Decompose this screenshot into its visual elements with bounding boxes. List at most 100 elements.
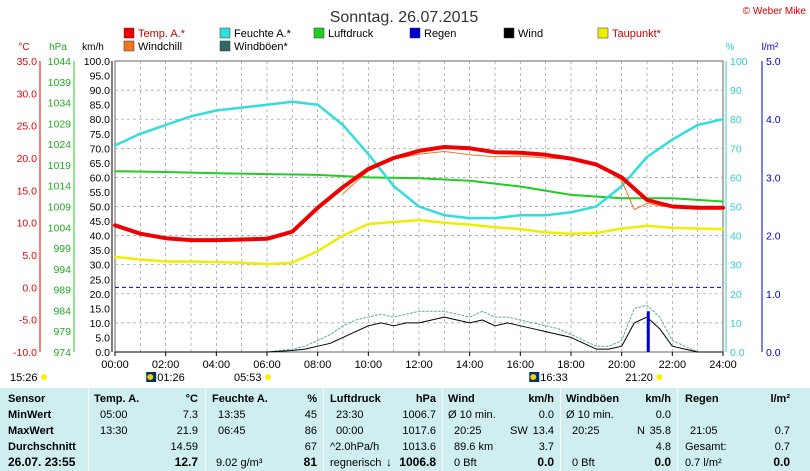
max-temp-time: 13:30: [100, 425, 128, 437]
event-time-dot: [656, 374, 663, 380]
legend-label: Luftdruck: [328, 28, 374, 40]
series-line-wind: [114, 316, 724, 353]
weather-chart: Sonntag. 26.07.2015 © Weber Mike °C hPa …: [10, 6, 806, 384]
temp-tick-label: 20.0: [17, 153, 38, 165]
x-tick-label: 00:00: [101, 359, 129, 371]
x-tick-label: 14:00: [456, 359, 484, 371]
pressure-tick-label: 1039: [48, 77, 72, 89]
max-pressure-value: 1017.6: [402, 425, 436, 437]
header-wind: Wind: [448, 393, 475, 405]
wind-tick-label: 35.0: [90, 245, 111, 257]
avg-rain-desc: Gesamt:: [685, 441, 727, 453]
max-gust-time: 20:25: [572, 425, 600, 437]
humidity-tick-label: 40: [730, 231, 742, 243]
temp-tick-label: 30.0: [17, 88, 38, 100]
legend-swatch: [219, 27, 231, 39]
legend-label: Windchill: [138, 41, 182, 53]
legend-label: Temp. A.*: [138, 28, 186, 40]
max-gust-direction: N: [637, 425, 645, 437]
header-humidity: Feuchte A.: [212, 393, 268, 405]
pressure-tick-label: 1044: [48, 56, 72, 68]
max-wind-value: 13.4: [532, 425, 554, 437]
wind-tick-label: 60.0: [90, 172, 111, 184]
max-gust-value: 35.8: [649, 425, 671, 437]
legend-swatch: [219, 40, 231, 52]
max-wind-direction: SW: [510, 425, 528, 437]
header-wind-unit: km/h: [528, 393, 554, 405]
avg-rain-value: 0.7: [774, 441, 790, 453]
avg-humidity-value: 67: [304, 441, 317, 453]
temp-tick-label: 10.0: [17, 218, 38, 230]
temp-tick-label: 15.0: [17, 185, 38, 197]
series-line-windb-en: [114, 304, 724, 353]
series-line-temp-a: [113, 145, 725, 243]
humidity-tick-label: 0.0: [730, 347, 745, 359]
event-time-label: 05:53: [234, 372, 262, 384]
now-gust-value: 0.0: [654, 455, 671, 469]
rain-tick-label: 5.0: [766, 56, 781, 68]
pressure-tick-label: 1009: [48, 202, 72, 214]
wind-tick-label: 40.0: [90, 231, 111, 243]
now-humidity-value: 81: [303, 455, 317, 469]
header-gust-unit: km/h: [645, 393, 671, 405]
humidity-tick-label: 30: [730, 260, 742, 272]
rain-tick-label: 4.0: [766, 114, 781, 126]
event-time-dot: [264, 374, 271, 380]
avg-pressure-value: 1013.6: [402, 441, 436, 453]
humidity-axis-title: %: [726, 42, 735, 53]
pressure-tick-label: 989: [53, 285, 71, 297]
event-time-dot: [41, 374, 47, 380]
wind-tick-label: 95.0: [90, 71, 111, 83]
humidity-tick-label: 50: [730, 202, 742, 214]
wind-axis-title: km/h: [82, 42, 104, 53]
row-max-label: MaxWert: [8, 425, 54, 437]
min-gust-desc: Ø 10 min.: [566, 409, 614, 421]
humidity-tick-label: 90: [730, 85, 742, 97]
wind-tick-label: 100.0: [84, 56, 110, 68]
rain-tick-label: 1.0: [766, 289, 781, 301]
pressure-axis-title: hPa: [49, 42, 67, 53]
min-humidity-time: 13:35: [218, 409, 246, 421]
legend-label: Wind: [518, 28, 543, 40]
row-avg-label: Durchschnitt: [8, 441, 76, 453]
legend: Temp. A.* Feuchte A.* Luftdruck Regen Wind Ta…: [123, 27, 662, 53]
row-now-label: 26.07. 23:55: [8, 455, 76, 469]
temp-tick-label: 0.0: [22, 282, 37, 294]
stats-table: Sensor Temp. A. °C Feuchte A. % Luftdruc…: [0, 388, 810, 471]
now-pressure-arrow: ↓: [386, 455, 392, 469]
legend-swatch: [597, 27, 609, 39]
x-tick-label: 06:00: [253, 359, 281, 371]
max-temp-value: 21.9: [176, 425, 198, 437]
legend-label: Taupunkt*: [612, 28, 662, 40]
event-time-label: 15:26: [10, 372, 38, 384]
wind-tick-label: 55.0: [90, 187, 111, 199]
humidity-tick-label: 60: [730, 172, 742, 184]
wind-tick-label: 0.0: [95, 347, 110, 359]
avg-wind-distance: 89.6 km: [454, 441, 494, 453]
wind-tick-label: 70.0: [90, 143, 111, 155]
legend-label: Feuchte A.*: [234, 28, 292, 40]
x-tick-label: 10:00: [355, 359, 383, 371]
avg-pressure-trend: ^2.0hPa/h: [330, 441, 380, 453]
x-tick-label: 12:00: [405, 359, 433, 371]
header-rain-unit: l/m²: [770, 393, 790, 405]
min-wind-value: 0.0: [538, 409, 554, 421]
pressure-tick-label: 1014: [48, 181, 72, 193]
rain-axis-title: l/m²: [762, 42, 779, 53]
wind-tick-label: 85.0: [90, 100, 111, 112]
row-min-label: MinWert: [8, 409, 52, 421]
header-sensor: Sensor: [8, 393, 46, 405]
pressure-tick-label: 1024: [48, 139, 72, 151]
wind-tick-label: 45.0: [90, 216, 111, 228]
pressure-tick-label: 1019: [48, 160, 72, 172]
chart-title: Sonntag. 26.07.2015: [330, 9, 479, 26]
pressure-tick-label: 979: [53, 326, 71, 338]
pressure-tick-label: 974: [53, 347, 71, 359]
x-tick-label: 16:00: [507, 359, 535, 371]
now-gust-desc: 0 Bft: [572, 457, 595, 469]
temp-tick-label: -10.0: [13, 347, 37, 359]
max-humidity-time: 06:45: [218, 425, 246, 437]
header-temp-unit: °C: [185, 393, 198, 405]
wind-tick-label: 25.0: [90, 274, 111, 286]
min-wind-desc: Ø 10 min.: [448, 409, 496, 421]
